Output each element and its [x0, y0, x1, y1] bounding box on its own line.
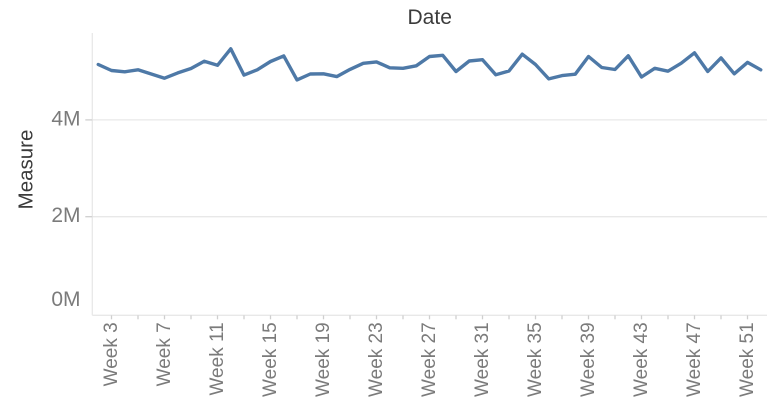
svg-text:Week 47: Week 47: [684, 322, 705, 397]
svg-text:Week 51: Week 51: [737, 322, 758, 397]
svg-text:Week 39: Week 39: [578, 322, 599, 397]
svg-text:Week 23: Week 23: [366, 322, 387, 397]
svg-text:Week 19: Week 19: [313, 322, 334, 397]
svg-text:4M: 4M: [51, 107, 80, 130]
svg-text:Week 15: Week 15: [260, 322, 281, 397]
svg-text:0M: 0M: [51, 288, 80, 311]
svg-text:Week 43: Week 43: [631, 322, 652, 397]
svg-text:Week 31: Week 31: [472, 322, 493, 397]
svg-text:Measure: Measure: [15, 130, 38, 210]
svg-text:Week 3: Week 3: [101, 322, 122, 386]
svg-text:Week 7: Week 7: [154, 322, 175, 386]
svg-text:2M: 2M: [51, 204, 80, 227]
svg-text:Week 27: Week 27: [419, 322, 440, 397]
svg-text:Week 11: Week 11: [207, 322, 228, 395]
svg-text:Week 35: Week 35: [525, 322, 546, 397]
svg-text:Date: Date: [408, 6, 452, 29]
